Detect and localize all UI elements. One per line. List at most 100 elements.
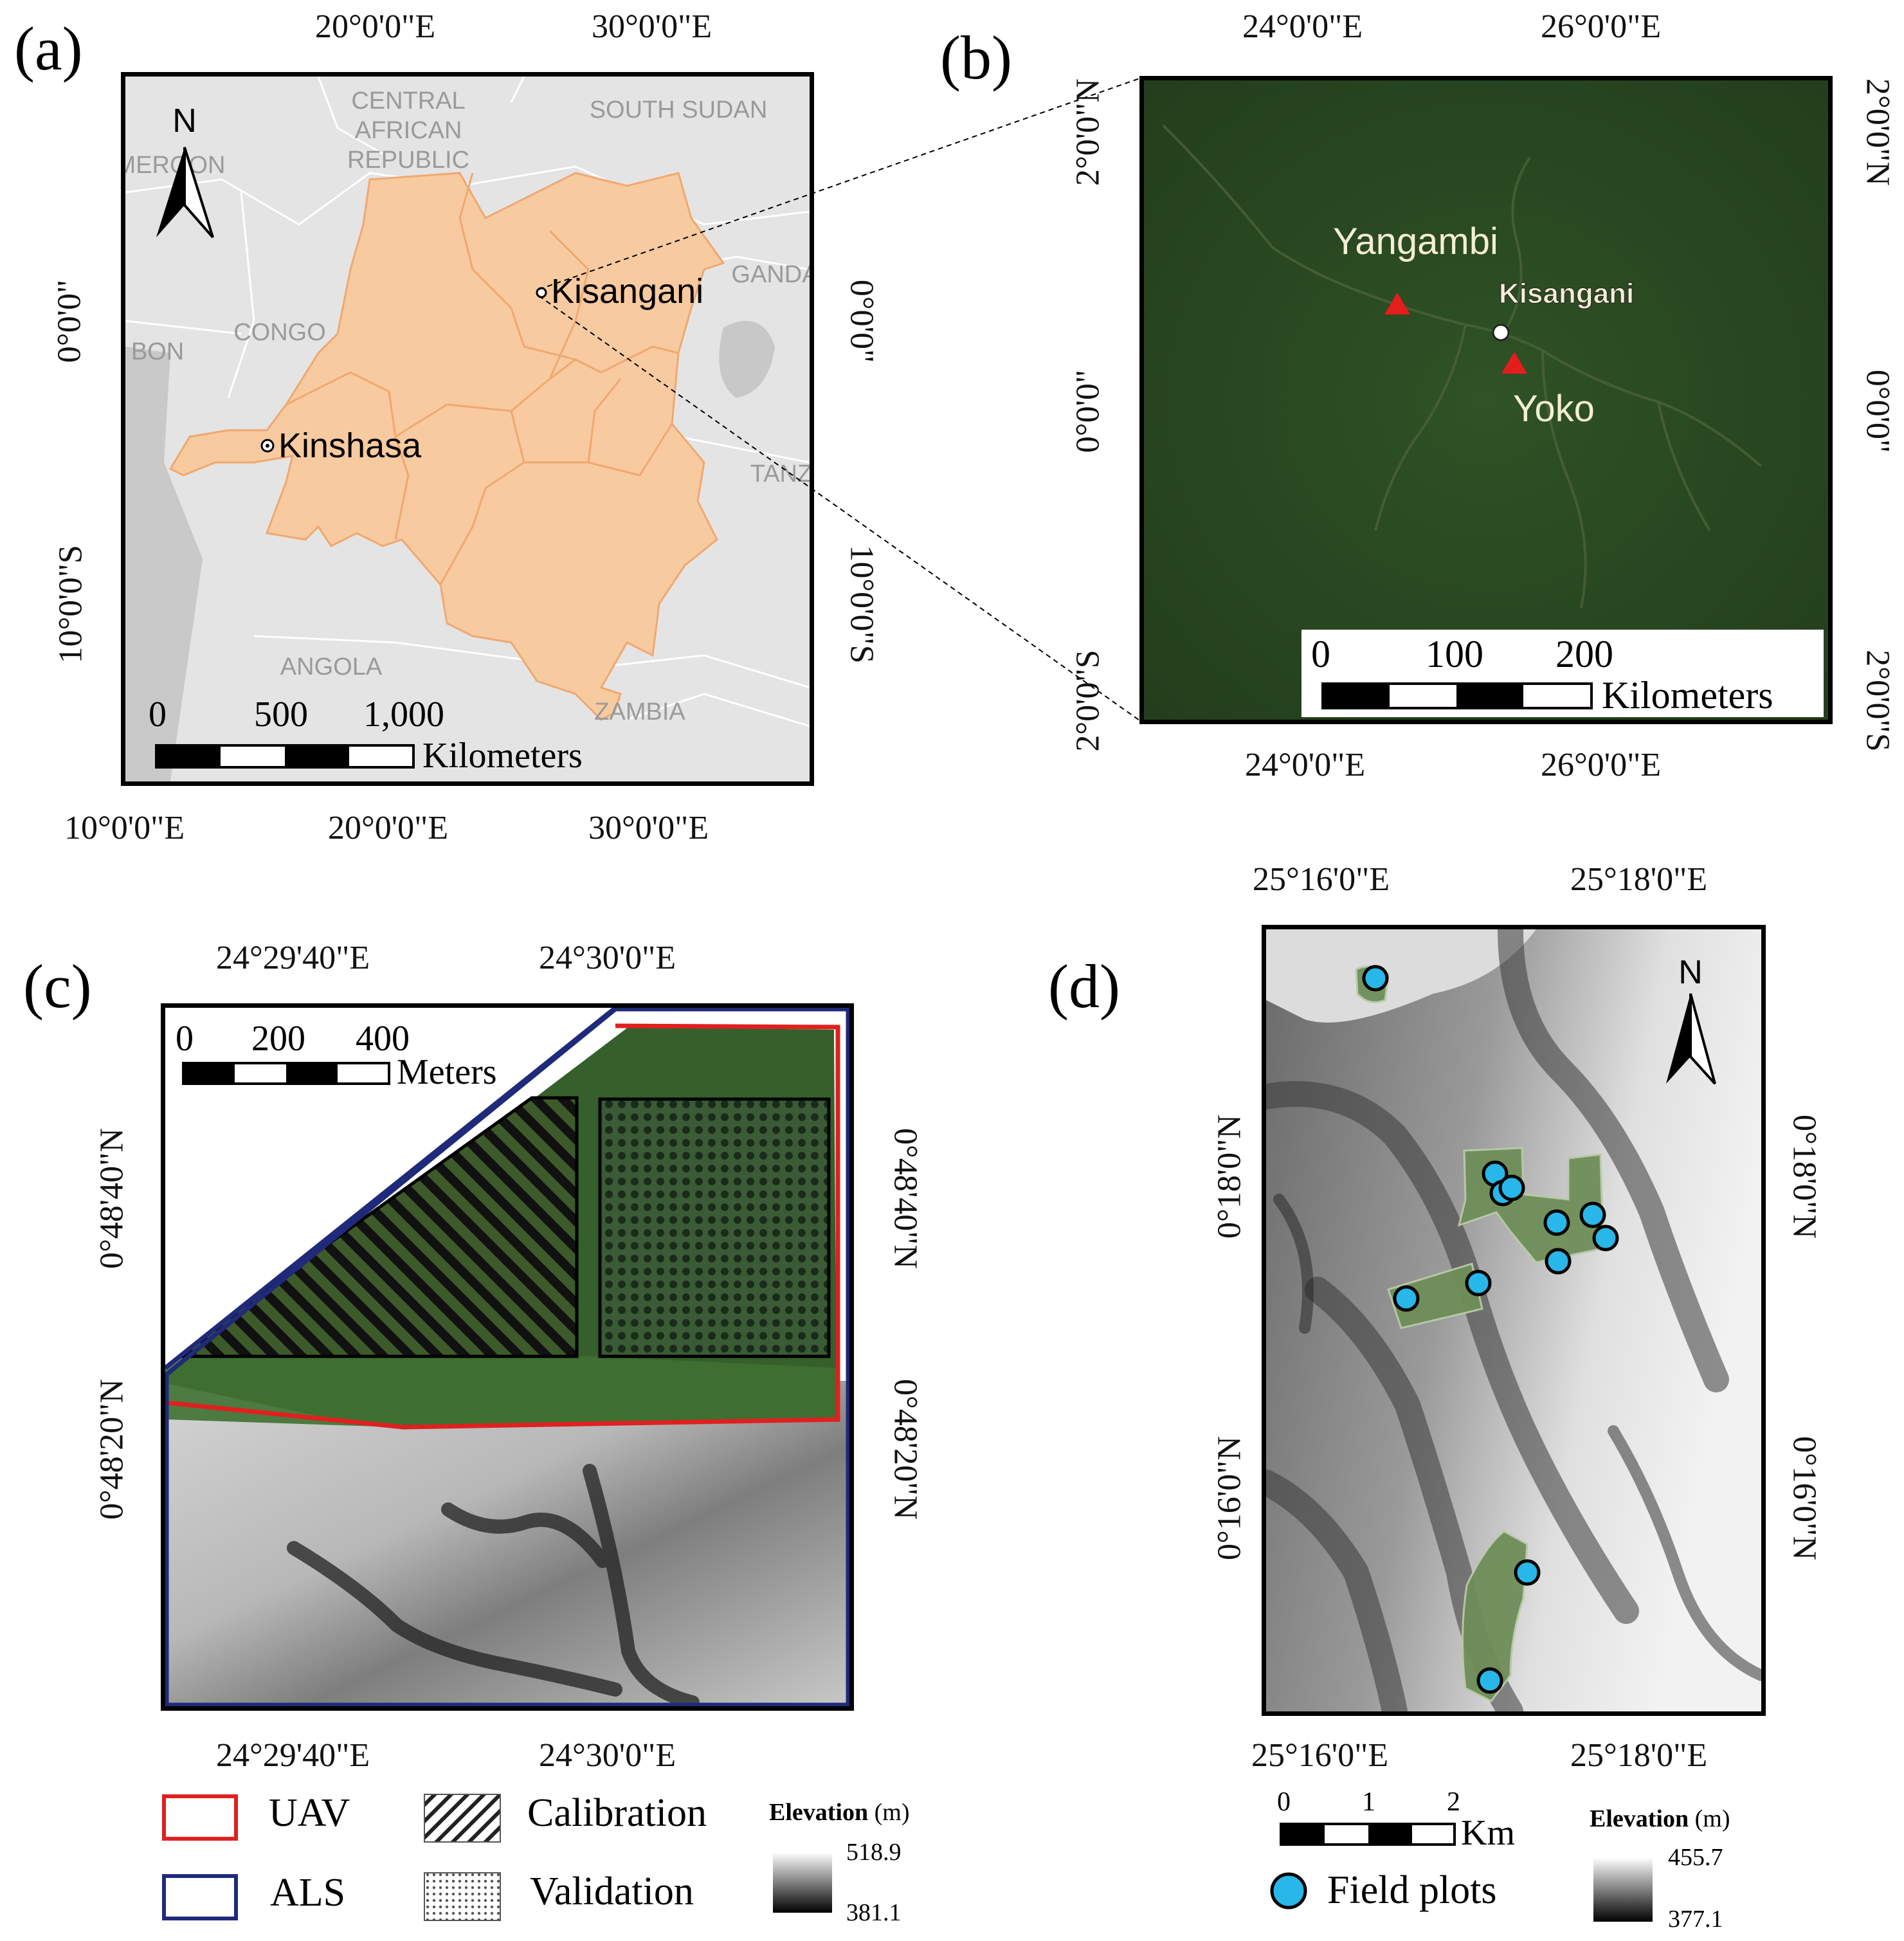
d-elevation-title: Elevation (m) (1590, 1805, 1730, 1832)
label-republic: REPUBLIC (347, 147, 469, 174)
label-kisangani: Kisangani (551, 272, 703, 311)
d-scale-1: 1 (1362, 1787, 1375, 1817)
c-scale-0: 0 (176, 1019, 194, 1059)
a-bottom-tick-20e: 20°0'0"E (328, 810, 449, 846)
panel-d-map: N (1262, 925, 1766, 1716)
label-cameroon: MEROON (125, 152, 226, 179)
b-left-tick-0: 0°0'0" (1069, 369, 1107, 453)
calibration-area (167, 1096, 579, 1358)
a-scale-1000: 1,000 (363, 695, 444, 734)
field-plot-marker (1393, 1285, 1420, 1312)
a-scale-0: 0 (149, 695, 167, 734)
b-scale-unit: Kilometers (1602, 674, 1773, 716)
d-scale-0: 0 (1277, 1787, 1291, 1817)
c-elevation-min: 381.1 (846, 1899, 902, 1926)
b-scale-200: 200 (1555, 633, 1613, 675)
d-right-tick-1: 0°18'0"N (1786, 1115, 1823, 1239)
c-right-tick-1: 0°48'40"N (887, 1128, 924, 1269)
panel-b-satellite: Yangambi Kisangani Yoko 0 100 200 Kilome… (1139, 76, 1833, 724)
b-bottom-tick-24e: 24°0'0"E (1245, 747, 1366, 783)
label-kinshasa: Kinshasa (278, 426, 422, 465)
b-left-tick-2s: 2°0'0"S (1069, 650, 1107, 752)
a-top-tick-20e: 20°0'0"E (315, 8, 436, 45)
d-left-tick-2: 0°16'0"N (1211, 1436, 1248, 1560)
north-arrow-icon: N (156, 102, 214, 239)
d-right-tick-2: 0°16'0"N (1786, 1436, 1823, 1560)
c-bottom-tick-2: 24°30'0"E (539, 1737, 676, 1774)
field-plot-marker (1362, 965, 1389, 992)
field-plot-marker (1543, 1209, 1570, 1236)
label-congo: CONGO (233, 319, 326, 346)
label-yoko: Yoko (1513, 388, 1595, 430)
c-right-tick-2: 0°48'20"N (887, 1379, 924, 1520)
a-left-tick-0: 0°0'0" (51, 279, 88, 363)
label-tanzania: TANZ (750, 460, 810, 488)
field-plot-marker (1592, 1225, 1619, 1252)
panel-d-label: (d) (1048, 952, 1120, 1021)
validation-area (598, 1097, 831, 1358)
c-scale-400: 400 (356, 1019, 410, 1059)
kisangani-marker (536, 287, 547, 298)
legend-validation-label: Validation (530, 1870, 694, 1913)
a-scale-500: 500 (254, 695, 308, 734)
panel-a-basemap: CENTRAL AFRICAN REPUBLIC SOUTH SUDAN MER… (125, 77, 810, 781)
c-imagery: 0 200 400 Meters (165, 1008, 849, 1706)
field-plot-marker (1579, 1201, 1606, 1228)
c-elevation-title: Elevation (m) (769, 1799, 910, 1826)
c-top-tick-1: 24°29'40"E (216, 940, 370, 976)
legend-als-swatch (162, 1874, 238, 1920)
d-scale-unit: Km (1461, 1813, 1515, 1853)
c-scale-unit: Meters (397, 1052, 497, 1092)
legend-uav-label: UAV (269, 1791, 350, 1835)
field-plot-marker (1465, 1270, 1492, 1297)
c-left-tick-1: 0°48'40"N (93, 1128, 131, 1269)
drc-shape (168, 172, 725, 721)
panel-a-label: (a) (14, 14, 83, 83)
d-bottom-tick-1: 25°16'0"E (1251, 1737, 1389, 1774)
d-top-tick-1: 25°16'0"E (1253, 861, 1390, 898)
b-top-tick-24e: 24°0'0"E (1242, 8, 1363, 45)
a-top-tick-30e: 30°0'0"E (592, 8, 712, 45)
a-right-tick-10s: 10°0'0"S (843, 545, 880, 664)
yoko-marker (1501, 352, 1527, 374)
label-zambia: ZAMBIA (594, 698, 685, 725)
legend-field-plots-label: Field plots (1327, 1868, 1497, 1912)
c-elevation-max: 518.9 (846, 1839, 902, 1866)
label-yangambi: Yangambi (1333, 221, 1498, 262)
panel-b-label: (b) (940, 23, 1012, 92)
legend-calibration-swatch (424, 1794, 501, 1843)
a-left-tick-10s: 10°0'0"S (52, 545, 89, 664)
b-scale-100: 100 (1426, 633, 1483, 675)
c-left-tick-2: 0°48'20"N (93, 1379, 131, 1520)
legend-c-elevation-ramp (773, 1852, 832, 1913)
label-kisangani-b: Kisangani (1499, 278, 1634, 309)
label-central: CENTRAL (351, 87, 465, 114)
panel-a-map: CENTRAL AFRICAN REPUBLIC SOUTH SUDAN MER… (121, 72, 814, 786)
label-south-sudan: SOUTH SUDAN (590, 96, 768, 123)
b-left-tick-2n: 2°0'0"N (1069, 78, 1107, 186)
c-scale-200: 200 (251, 1019, 305, 1059)
label-african: AFRICAN (355, 117, 462, 144)
b-scale-bar (1321, 682, 1593, 709)
d-elevation-min: 377.1 (1668, 1906, 1723, 1933)
d-bottom-tick-2: 25°18'0"E (1570, 1737, 1708, 1774)
yangambi-marker (1384, 293, 1410, 314)
c-top-tick-2: 24°30'0"E (539, 940, 676, 976)
a-scale-bar (155, 744, 415, 769)
d-dem-image: N (1266, 929, 1761, 1711)
d-scale-2: 2 (1447, 1787, 1460, 1817)
field-plot-marker (1514, 1559, 1541, 1586)
a-bottom-tick-10e: 10°0'0"E (64, 810, 185, 846)
b-right-tick-2s: 2°0'0"S (1859, 650, 1896, 752)
a-bottom-tick-30e: 30°0'0"E (588, 810, 709, 846)
field-plot-marker (1498, 1174, 1525, 1201)
panel-c-label: (c) (23, 952, 92, 1021)
b-scale-0: 0 (1311, 633, 1330, 675)
label-gabon: BON (131, 338, 184, 365)
panel-c-map: 0 200 400 Meters (161, 1003, 854, 1711)
field-plot-marker (1476, 1667, 1503, 1694)
legend-d-elevation-ramp (1593, 1857, 1653, 1922)
legend-validation-swatch (424, 1872, 501, 1921)
a-scale-unit: Kilometers (422, 736, 583, 776)
label-uganda: GANDA (731, 261, 810, 288)
